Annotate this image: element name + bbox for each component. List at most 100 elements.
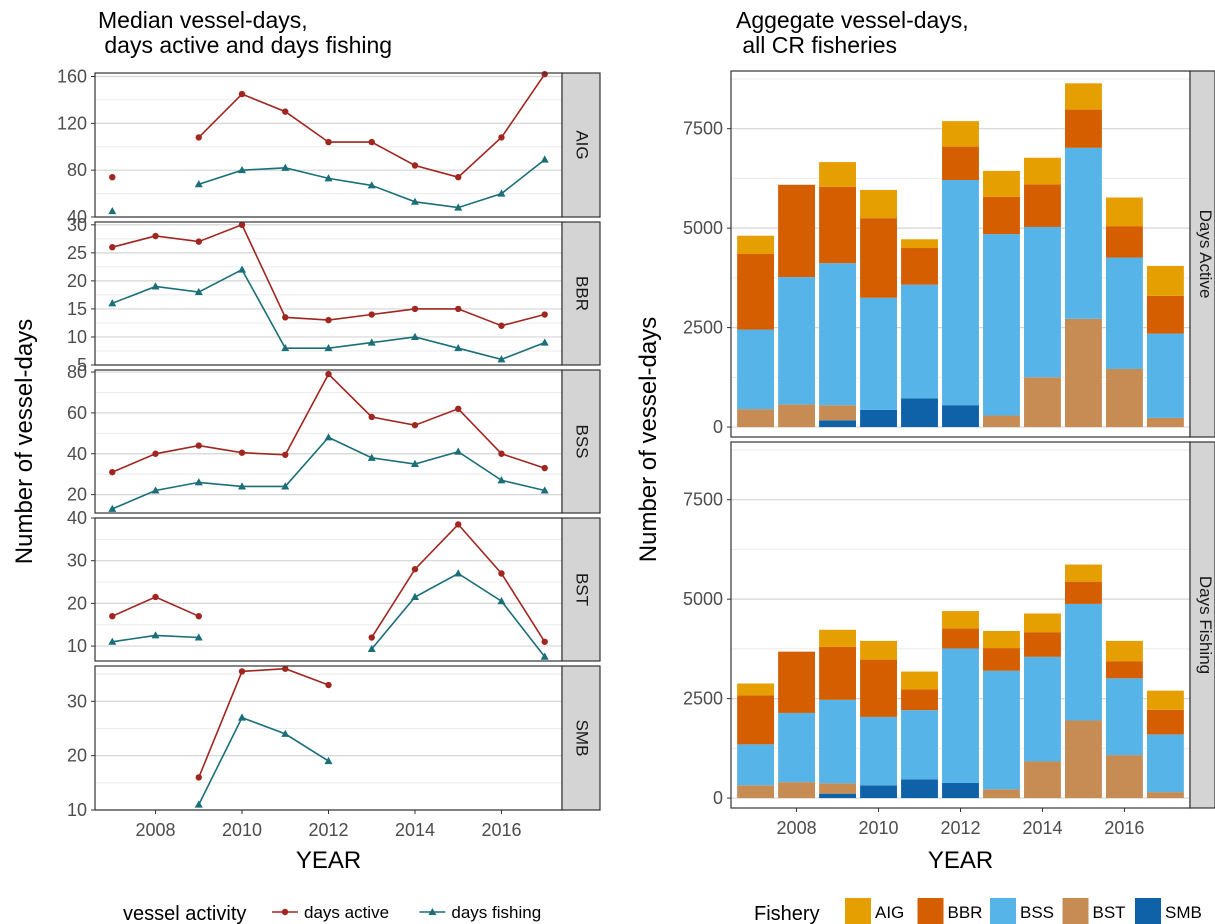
point-days-fishing bbox=[151, 282, 160, 290]
y-tick-label: 20 bbox=[67, 271, 87, 291]
point-days-fishing bbox=[540, 652, 549, 660]
strip bbox=[1189, 441, 1215, 809]
bar-aig bbox=[1146, 690, 1184, 710]
series-line-days-active bbox=[111, 372, 545, 473]
point-days-fishing bbox=[540, 486, 549, 494]
bar-bss bbox=[1146, 333, 1184, 418]
bar-bst bbox=[778, 782, 816, 799]
point-days-active bbox=[152, 593, 159, 601]
point-days-active bbox=[195, 442, 202, 449]
y-tick-label: 160 bbox=[57, 67, 87, 87]
legend-fishery: Fishery AIG BBR BSS BST SMB bbox=[754, 898, 1202, 924]
x-axis-title: YEAR bbox=[928, 847, 993, 874]
y-tick-label: 2500 bbox=[683, 318, 723, 338]
point-days-fishing bbox=[497, 355, 506, 363]
bar-bbr bbox=[942, 146, 979, 181]
bar-bss bbox=[983, 234, 1020, 416]
bar-aig bbox=[1105, 640, 1143, 662]
panel-border bbox=[94, 221, 563, 366]
point-days-active bbox=[455, 305, 462, 313]
y-tick-label: 80 bbox=[67, 160, 87, 180]
bar-smb bbox=[942, 405, 979, 428]
bar-bss bbox=[860, 297, 897, 410]
point-days-active bbox=[109, 612, 116, 620]
bar-bss bbox=[819, 263, 856, 406]
bar-bss bbox=[901, 284, 938, 399]
bar-bst bbox=[1065, 318, 1102, 428]
point-days-active bbox=[325, 316, 332, 324]
panel-days-fishing: 0 2500 5000 7500 Days Fishing bbox=[683, 441, 1215, 809]
right-chart-title-line: Aggegate vessel-days, bbox=[736, 7, 969, 33]
y-tick-label: 7500 bbox=[683, 490, 723, 510]
bar-bbr bbox=[860, 659, 897, 717]
point-days-fishing bbox=[238, 165, 247, 174]
bar-bss bbox=[1065, 603, 1102, 721]
series-line-days-fishing bbox=[111, 436, 545, 510]
bar-bbr bbox=[983, 196, 1020, 235]
point-days-active bbox=[282, 108, 289, 115]
x-tick-label: 2012 bbox=[308, 820, 348, 840]
bar-aig bbox=[1105, 197, 1143, 227]
strip bbox=[561, 665, 601, 811]
y-tick-label: 20 bbox=[67, 485, 87, 505]
legend-key-bss bbox=[990, 898, 1016, 924]
strip bbox=[561, 72, 601, 218]
bar-bst bbox=[1024, 377, 1061, 428]
bar-aig bbox=[737, 683, 775, 696]
bar-bbr bbox=[1065, 581, 1102, 604]
point-days-active bbox=[498, 570, 505, 577]
y-tick-label: 0 bbox=[713, 417, 723, 437]
left-chart-title: Median vessel-days, days active and days… bbox=[98, 7, 392, 58]
bar-bst bbox=[1105, 368, 1143, 428]
legend-label: days fishing bbox=[451, 903, 541, 922]
point-days-active bbox=[325, 138, 332, 146]
bar-bst bbox=[819, 405, 856, 421]
bar-smb bbox=[860, 785, 897, 799]
point-days-active bbox=[455, 521, 462, 528]
bar-bbr bbox=[819, 646, 856, 700]
y-tick-label: 5 bbox=[77, 355, 87, 375]
y-tick-label: 40 bbox=[67, 508, 87, 528]
panel-smb: 10 20 30 SMB bbox=[67, 665, 601, 820]
bar-aig bbox=[983, 630, 1020, 649]
y-tick-label: 40 bbox=[67, 444, 87, 464]
y-tick-label: 40 bbox=[67, 207, 87, 227]
series-line-days-active bbox=[198, 73, 546, 179]
bar-bst bbox=[1105, 755, 1143, 799]
left-chart-title-line: Median vessel-days, bbox=[98, 7, 308, 33]
point-days-active bbox=[195, 774, 202, 781]
point-days-fishing bbox=[194, 800, 203, 808]
bar-bbr bbox=[1024, 632, 1061, 657]
point-days-fishing bbox=[238, 713, 247, 721]
point-days-active bbox=[152, 232, 159, 240]
legend-title: vessel activity bbox=[123, 903, 246, 924]
series-line-days-fishing bbox=[198, 716, 329, 805]
bar-aig bbox=[942, 121, 979, 147]
legend-label: BSS bbox=[1020, 903, 1054, 922]
left-chart-title-line: days active and days fishing bbox=[98, 32, 392, 58]
point-days-fishing bbox=[454, 447, 463, 455]
point-days-active bbox=[498, 134, 505, 141]
point-days-fishing bbox=[108, 206, 117, 215]
point-days-fishing bbox=[497, 189, 506, 197]
point-days-active bbox=[541, 464, 548, 472]
y-tick-label: 20 bbox=[67, 593, 87, 613]
strip-label: BSS bbox=[573, 424, 592, 458]
y-tick-label: 10 bbox=[67, 636, 87, 656]
bar-bst bbox=[737, 785, 775, 799]
bar-bst bbox=[819, 783, 856, 794]
point-days-fishing bbox=[238, 482, 247, 490]
point-days-active bbox=[411, 421, 419, 429]
right-chart-aggregate-vessel-days: Aggegate vessel-days, all CR fisheries 0 2… bbox=[635, 7, 1215, 924]
point-days-active bbox=[152, 450, 159, 457]
strip-label: Days Active bbox=[1196, 210, 1215, 299]
strip-label: AIG bbox=[573, 130, 592, 159]
point-days-active bbox=[238, 221, 246, 229]
bar-bbr bbox=[1146, 295, 1184, 334]
bar-smb bbox=[901, 779, 938, 799]
point-days-fishing bbox=[194, 633, 203, 641]
x-tick-label: 2012 bbox=[940, 818, 980, 838]
point-days-fishing bbox=[367, 338, 376, 346]
point-days-active bbox=[109, 173, 116, 181]
